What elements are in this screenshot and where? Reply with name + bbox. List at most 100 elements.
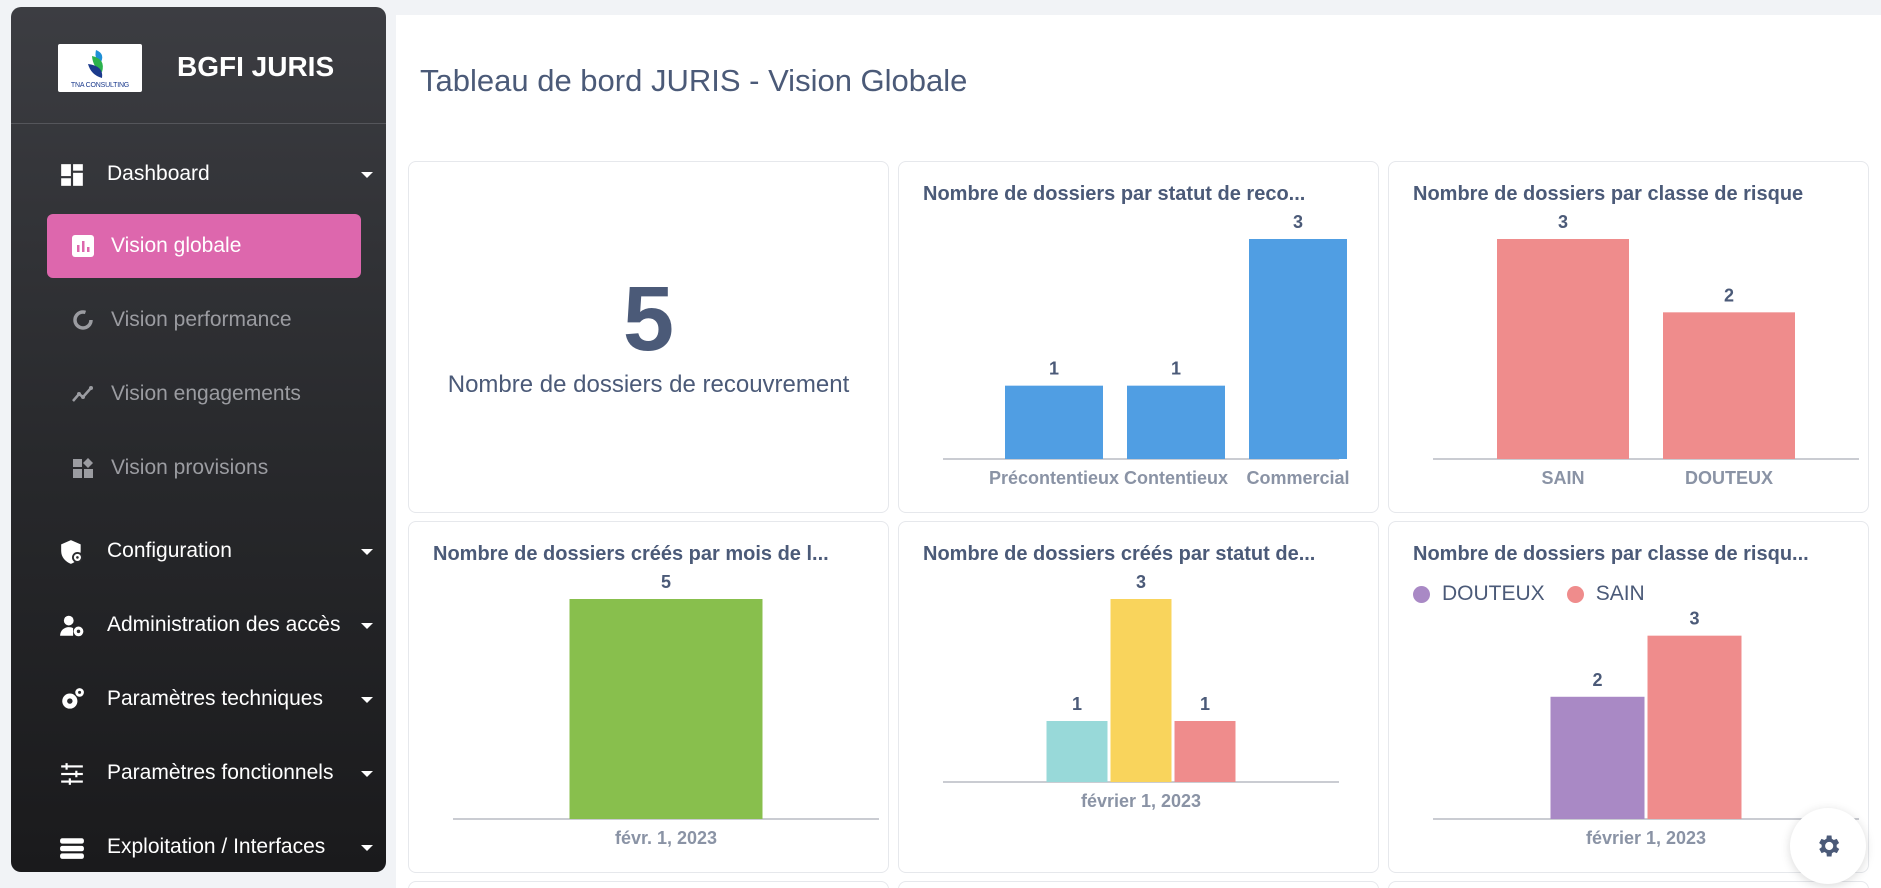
sidebar-subitem-vision-performance[interactable]: Vision performance bbox=[47, 288, 361, 352]
sidebar-item-parametres-fonctionnels[interactable]: Paramètres fonctionnels bbox=[11, 748, 386, 798]
donut-icon bbox=[73, 310, 93, 330]
chevron-down-icon bbox=[361, 172, 373, 178]
bar[interactable] bbox=[1647, 635, 1742, 819]
sidebar-subitem-vision-globale[interactable]: Vision globale bbox=[47, 214, 361, 278]
chart-crees-mois: 5 févr. 1, 2023 bbox=[453, 572, 879, 848]
sidebar: TNA CONSULTING BGFI JURIS Dashboard Visi… bbox=[11, 7, 386, 872]
kpi-label: Nombre de dossiers de recouvrement bbox=[447, 371, 850, 398]
sidebar-item-parametres-techniques[interactable]: Paramètres techniques bbox=[11, 674, 386, 724]
server-icon bbox=[60, 838, 84, 859]
chart-classe-risque: 3 SAIN 2 DOUTEUX bbox=[1433, 212, 1859, 488]
bar[interactable] bbox=[1046, 721, 1108, 782]
legend-item-sain[interactable]: SAIN bbox=[1566, 582, 1645, 606]
bar[interactable] bbox=[1110, 599, 1172, 782]
x-tick-label: févr. 1, 2023 bbox=[615, 828, 717, 848]
card-title: Nombre de dossiers par statut de reco... bbox=[923, 183, 1306, 205]
card-title: Nombre de dossiers par classe de risqu..… bbox=[1413, 543, 1809, 565]
sidebar-item-label: Exploitation / Interfaces bbox=[107, 835, 326, 858]
sliders-icon bbox=[61, 763, 83, 785]
bar-value-label: 3 bbox=[1558, 212, 1568, 232]
bar[interactable] bbox=[1174, 721, 1236, 782]
bar[interactable] bbox=[1497, 239, 1629, 459]
chart-statut-reco: 1 Précontentieux 1 Contentieux 3 Commercial bbox=[943, 212, 1350, 488]
x-tick-label: Précontentieux bbox=[989, 468, 1119, 488]
card-crees-statut[interactable]: Nombre de dossiers créés par statut de..… bbox=[898, 521, 1379, 873]
bar-value-label: 1 bbox=[1171, 359, 1181, 379]
card-next-row bbox=[408, 881, 889, 888]
x-tick-label: février 1, 2023 bbox=[1081, 791, 1201, 811]
card-title: Nombre de dossiers créés par statut de..… bbox=[923, 543, 1316, 565]
bar-value-label: 2 bbox=[1724, 285, 1734, 305]
dashboard-icon bbox=[61, 164, 83, 186]
shield-gear-icon bbox=[61, 540, 83, 564]
sidebar-subitem-label: Vision performance bbox=[111, 308, 292, 331]
bar[interactable] bbox=[1127, 385, 1225, 459]
gear-icon bbox=[1819, 835, 1840, 857]
sidebar-item-label: Dashboard bbox=[107, 162, 210, 185]
bar[interactable] bbox=[569, 599, 763, 819]
bar[interactable] bbox=[1005, 385, 1103, 459]
logo-text: TNA CONSULTING bbox=[70, 82, 130, 89]
logo-mark-icon bbox=[88, 50, 103, 78]
x-tick-label: SAIN bbox=[1541, 468, 1584, 488]
bar-value-label: 3 bbox=[1689, 609, 1699, 629]
card-classe-risque-mois[interactable]: Nombre de dossiers par classe de risqu..… bbox=[1388, 521, 1869, 873]
bar[interactable] bbox=[1550, 696, 1645, 819]
sidebar-item-label: Administration des accès bbox=[107, 613, 341, 636]
card-crees-mois[interactable]: Nombre de dossiers créés par mois de l..… bbox=[408, 521, 889, 873]
x-tick-label: DOUTEUX bbox=[1685, 468, 1773, 488]
x-tick-label: février 1, 2023 bbox=[1586, 828, 1706, 848]
widgets-icon bbox=[73, 458, 93, 478]
chevron-down-icon bbox=[361, 549, 373, 555]
gears-icon bbox=[62, 688, 84, 709]
sidebar-subitem-label: Vision globale bbox=[111, 234, 242, 257]
bar-value-label: 1 bbox=[1200, 694, 1210, 714]
chevron-down-icon bbox=[361, 771, 373, 777]
sidebar-item-administration[interactable]: Administration des accès bbox=[11, 600, 386, 650]
card-next-row bbox=[898, 881, 1379, 888]
bar-value-label: 1 bbox=[1072, 694, 1082, 714]
bar-value-label: 2 bbox=[1592, 670, 1602, 690]
app-title: BGFI JURIS bbox=[177, 51, 335, 82]
x-tick-label: Contentieux bbox=[1124, 468, 1228, 488]
legend-label: DOUTEUX bbox=[1442, 582, 1545, 605]
sidebar-item-dashboard[interactable]: Dashboard bbox=[11, 149, 386, 199]
legend-item-douteux[interactable]: DOUTEUX bbox=[1413, 582, 1545, 606]
legend-dot bbox=[1566, 585, 1584, 603]
bar-value-label: 3 bbox=[1293, 212, 1303, 232]
chevron-down-icon bbox=[361, 697, 373, 703]
main-content: Tableau de bord JURIS - Vision Globale 5… bbox=[396, 15, 1881, 888]
settings-button[interactable] bbox=[1790, 808, 1866, 884]
chevron-down-icon bbox=[361, 845, 373, 851]
sidebar-subitem-vision-provisions[interactable]: Vision provisions bbox=[47, 436, 361, 500]
chart-classe-risque-mois: 2 3 février 1, 2023 bbox=[1433, 609, 1859, 848]
sidebar-item-label: Paramètres techniques bbox=[107, 687, 323, 710]
card-title: Nombre de dossiers par classe de risque bbox=[1413, 183, 1804, 205]
bar-chart-icon bbox=[72, 235, 94, 257]
sidebar-item-configuration[interactable]: Configuration bbox=[11, 526, 386, 576]
logo: TNA CONSULTING bbox=[58, 44, 142, 92]
card-title: Nombre de dossiers créés par mois de l..… bbox=[433, 543, 829, 565]
sidebar-item-exploitation[interactable]: Exploitation / Interfaces bbox=[11, 822, 386, 872]
card-classe-risque[interactable]: Nombre de dossiers par classe de risque … bbox=[1388, 161, 1869, 513]
page-title: Tableau de bord JURIS - Vision Globale bbox=[420, 63, 968, 98]
legend-label: SAIN bbox=[1595, 582, 1645, 605]
kpi-value: 5 bbox=[622, 268, 675, 370]
chart-crees-statut: 1 3 1 février 1, 2023 bbox=[943, 572, 1339, 811]
card-kpi-dossiers[interactable]: 5 Nombre de dossiers de recouvrement bbox=[408, 161, 889, 513]
sidebar-subitem-vision-engagements[interactable]: Vision engagements bbox=[47, 362, 361, 426]
bar[interactable] bbox=[1663, 312, 1795, 459]
trend-icon bbox=[72, 386, 93, 402]
bar[interactable] bbox=[1249, 239, 1347, 459]
bar-value-label: 5 bbox=[661, 572, 671, 592]
chart-legend: DOUTEUX SAIN bbox=[1413, 582, 1645, 606]
x-tick-label: Commercial bbox=[1246, 468, 1349, 488]
legend-dot bbox=[1413, 585, 1430, 603]
brand-header: TNA CONSULTING BGFI JURIS bbox=[11, 7, 386, 124]
chevron-down-icon bbox=[361, 623, 373, 629]
sidebar-subitem-label: Vision provisions bbox=[111, 456, 269, 479]
sidebar-item-label: Configuration bbox=[107, 539, 232, 562]
sidebar-subitem-label: Vision engagements bbox=[111, 382, 301, 405]
card-statut-reco[interactable]: Nombre de dossiers par statut de reco...… bbox=[898, 161, 1379, 513]
card-next-row bbox=[1388, 881, 1869, 888]
